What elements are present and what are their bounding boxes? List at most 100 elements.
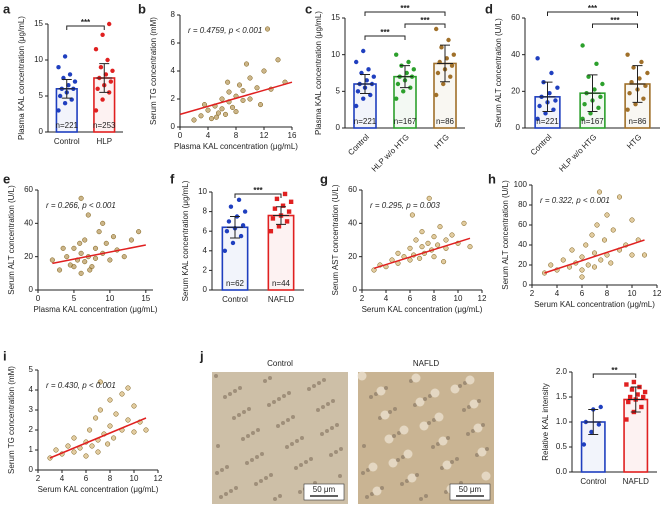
error-bar — [539, 81, 556, 112]
tissue-texture — [215, 471, 219, 475]
tissue-texture — [223, 395, 227, 399]
scatter-point — [107, 423, 113, 429]
data-point — [581, 442, 587, 447]
y-axis-label: Serum ALT concentration (U/L) — [501, 180, 510, 290]
scatter-point — [125, 385, 131, 391]
y-tick-label: 1.0 — [556, 417, 568, 426]
panel-label: b — [138, 1, 146, 16]
tissue-texture — [372, 486, 382, 496]
y-tick-label: 20 — [24, 252, 33, 261]
panel-label: j — [199, 348, 204, 363]
y-tick-label: 20 — [348, 252, 357, 261]
tissue-texture — [224, 492, 228, 496]
data-point — [535, 56, 540, 61]
data-point — [222, 248, 228, 253]
data-point — [364, 78, 369, 83]
tissue-texture — [362, 444, 366, 448]
scatter-point — [604, 212, 610, 218]
data-point — [625, 52, 630, 57]
tissue-texture — [368, 462, 378, 472]
tissue-texture — [290, 442, 294, 446]
tissue-texture — [260, 452, 264, 456]
x-tick-label: Control — [580, 477, 606, 486]
data-point — [627, 394, 633, 400]
significance-bracket — [234, 193, 282, 198]
tissue-texture — [250, 458, 254, 462]
scatter-point — [78, 250, 84, 256]
tissue-texture — [338, 474, 342, 478]
tissue-texture — [334, 450, 338, 454]
scatter-point — [610, 227, 616, 233]
y-tick-label: 6 — [203, 226, 208, 235]
data-point — [598, 94, 603, 100]
data-point — [631, 65, 636, 70]
y-tick-label: 40 — [511, 50, 520, 59]
tissue-texture — [264, 476, 268, 480]
x-tick-label: 4 — [60, 474, 65, 483]
x-tick-label: 10 — [454, 294, 463, 303]
scatter-point — [240, 97, 246, 103]
y-tick-label: 0 — [29, 465, 34, 474]
y-axis-label: Serum ALT concentration (U/L) — [7, 185, 16, 295]
data-point — [594, 61, 599, 67]
data-point — [270, 216, 276, 221]
tissue-texture — [481, 471, 491, 481]
x-tick-label: Control — [346, 132, 371, 157]
scatter-point — [419, 229, 425, 235]
data-point — [238, 233, 244, 239]
tissue-texture — [304, 460, 308, 464]
annotation: r = 0.430, p < 0.001 — [46, 381, 116, 390]
data-point — [624, 417, 629, 422]
data-point — [596, 105, 601, 111]
data-point — [404, 70, 409, 76]
tissue-texture — [462, 408, 466, 412]
scatter-point — [125, 417, 131, 423]
x-tick-label: HLP — [96, 137, 112, 146]
tissue-texture — [369, 395, 373, 399]
scatter-point — [591, 250, 598, 256]
tissue-texture — [330, 426, 334, 430]
tissue-texture — [365, 495, 369, 499]
x-tick-label: 12 — [154, 474, 163, 483]
tissue-texture — [466, 432, 470, 436]
tissue-texture — [287, 391, 291, 395]
scatter-point — [87, 427, 93, 433]
scatter-point — [264, 26, 271, 32]
scatter-point — [257, 102, 264, 108]
scatter-point — [71, 245, 77, 251]
panel-label: i — [3, 348, 7, 363]
scatter-point — [395, 250, 401, 256]
tissue-texture — [411, 373, 421, 383]
x-tick-label: 12 — [478, 294, 487, 303]
y-tick-label: 0 — [29, 285, 34, 294]
tissue-texture — [300, 436, 304, 440]
data-point — [93, 47, 99, 52]
x-tick-label: HTG — [433, 133, 451, 151]
significance-bracket — [592, 373, 637, 378]
n-label: n=62 — [226, 279, 245, 288]
y-tick-label: 60 — [24, 185, 33, 194]
y-tick-label: 10 — [331, 50, 340, 59]
tissue-texture — [403, 449, 413, 459]
tissue-texture — [320, 432, 324, 436]
scatter-point — [78, 270, 84, 276]
data-point — [371, 74, 376, 79]
tissue-texture — [317, 381, 321, 385]
scatter-point — [467, 244, 473, 250]
y-tick-label: 100 — [514, 180, 528, 189]
scatter-point — [136, 229, 142, 235]
data-point — [551, 107, 556, 112]
tissue-texture — [247, 407, 251, 411]
tissue-texture — [322, 378, 326, 382]
data-point — [286, 209, 292, 214]
scatter-point — [585, 262, 591, 268]
tissue-texture — [357, 371, 367, 381]
x-tick-label: 8 — [605, 289, 610, 298]
tissue-texture — [477, 447, 487, 457]
y-tick-label: 8 — [171, 10, 176, 19]
significance-label: *** — [400, 4, 410, 13]
data-point — [284, 219, 290, 224]
tissue-texture — [465, 375, 475, 385]
data-point — [62, 54, 68, 59]
